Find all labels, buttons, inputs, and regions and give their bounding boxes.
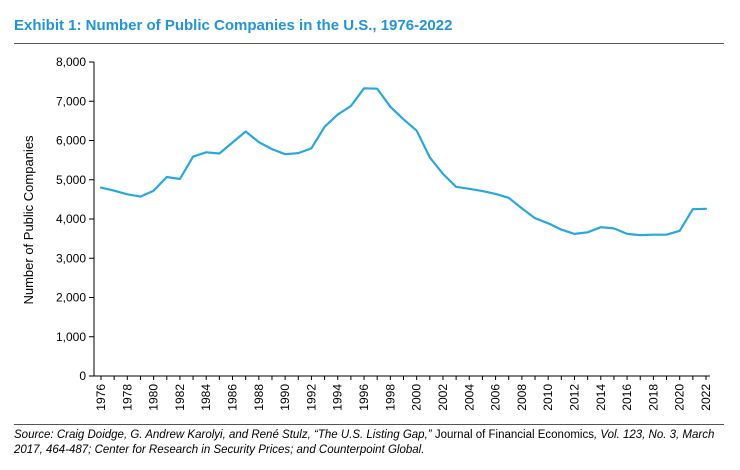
x-tick-label: 2008 — [515, 384, 529, 411]
y-axis-label: Number of Public Companies — [21, 135, 36, 305]
x-tick-label: 1990 — [278, 384, 292, 411]
y-axis-ticks: 0 1,000 2,000 3,000 4,000 5,000 6,000 7,000 8,00… — [56, 55, 94, 383]
y-tick-label: 1,000 — [56, 330, 86, 344]
x-tick-label: 1998 — [383, 384, 397, 411]
y-tick-label: 3,000 — [56, 251, 86, 265]
series-line — [99, 87, 708, 237]
x-tick-label: 1980 — [147, 384, 161, 411]
source-journal: Journal of Financial Economics — [434, 429, 594, 441]
x-tick-label: 2022 — [699, 384, 713, 411]
x-tick-label: 2006 — [489, 384, 503, 411]
x-tick-label: 2002 — [436, 384, 450, 411]
x-tick-label: 1986 — [226, 384, 240, 411]
x-tick-label: 2014 — [594, 384, 608, 411]
y-tick-label: 4,000 — [56, 212, 86, 226]
x-tick-label: 1996 — [357, 384, 371, 411]
x-tick-label: 1984 — [199, 384, 213, 411]
source-text-cont: , Vol. 123, No. 3, March 2017, 464-487; … — [14, 429, 715, 456]
x-tick-label: 2010 — [541, 384, 555, 411]
x-tick-label: 1976 — [94, 384, 108, 411]
y-tick-label: 7,000 — [56, 94, 86, 108]
series-layer — [99, 87, 708, 237]
x-tick-label: 2004 — [462, 384, 476, 411]
source-note: Source: Craig Doidge, G. Andrew Karolyi,… — [14, 428, 726, 458]
x-tick-label: 2012 — [567, 384, 581, 411]
footer-divider — [14, 424, 724, 425]
x-axis-ticks: 1976 1978 1980 1982 1984 1986 1988 1990 1992 1994… — [94, 376, 713, 411]
x-tick-label: 2020 — [673, 384, 687, 411]
x-tick-label: 1978 — [120, 384, 134, 411]
x-tick-label: 2018 — [646, 384, 660, 411]
x-tick-label: 2000 — [410, 384, 424, 411]
x-tick-label: 1988 — [252, 384, 266, 411]
y-tick-label: 6,000 — [56, 134, 86, 148]
x-tick-label: 1982 — [173, 384, 187, 411]
y-tick-label: 2,000 — [56, 291, 86, 305]
chart-title: Exhibit 1: Number of Public Companies in… — [14, 17, 453, 34]
x-tick-label: 2016 — [620, 384, 634, 411]
y-tick-label: 8,000 — [56, 55, 86, 69]
y-tick-label: 0 — [79, 369, 86, 383]
axes — [93, 62, 710, 377]
y-tick-label: 5,000 — [56, 173, 86, 187]
source-text: Source: Craig Doidge, G. Andrew Karolyi,… — [14, 429, 432, 441]
x-tick-label: 1994 — [331, 384, 345, 411]
x-tick-label: 1992 — [304, 384, 318, 411]
title-divider — [14, 43, 724, 44]
